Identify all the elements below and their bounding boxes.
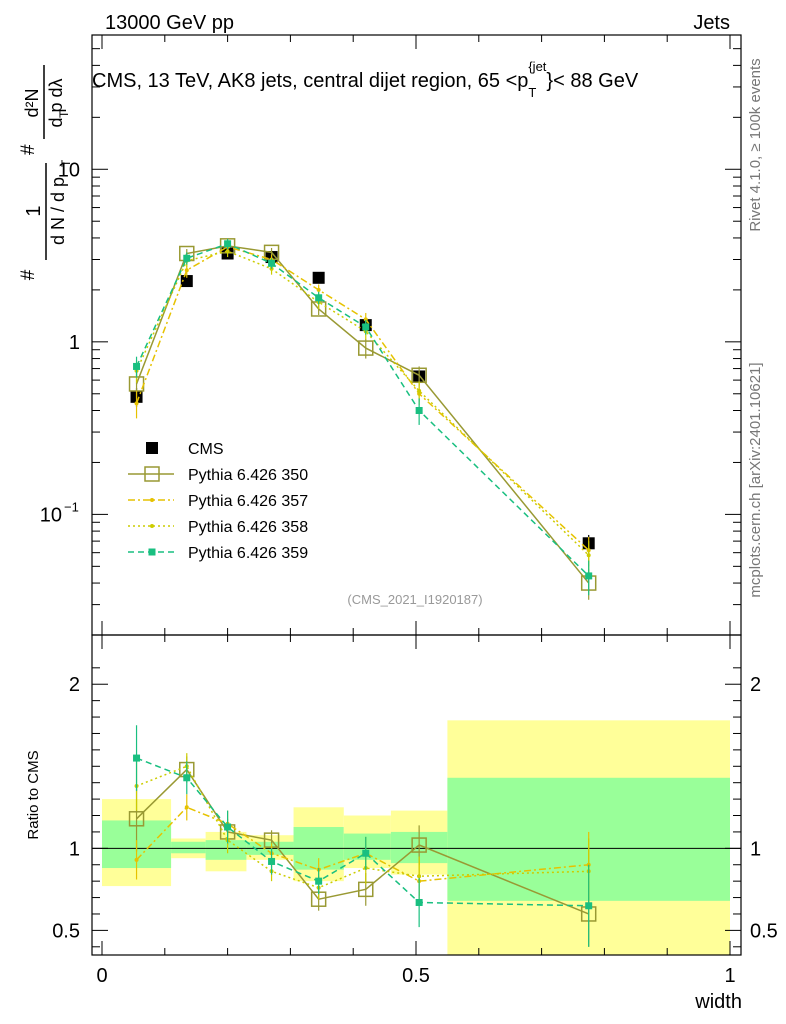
ratio-tick-label-right-2: 2 [750,674,761,696]
y-tick-label-1: 1 [69,332,80,354]
data-point [358,340,374,356]
svg-text:d²N: d²N [22,88,42,117]
ratio-line-0 [136,768,589,915]
legend-item-3: Pythia 6.426 358 [128,519,308,536]
analysis-watermark: (CMS_2021_I1920187) [347,592,482,607]
data-point [316,287,321,292]
data-point [225,249,230,254]
legend-label-1: Pythia 6.426 350 [188,467,308,484]
ratio-tick-label-right-0: 0.5 [750,920,778,942]
ratio-line-3 [136,757,589,907]
y-tick-label-2: 10 [58,159,80,181]
data-point [363,317,368,322]
data-point [586,553,591,558]
data-point [180,275,193,288]
y-axis-label: # 1 d N / d p T # d²N d p dλ T [18,65,73,280]
legend-label-3: Pythia 6.426 358 [188,519,308,536]
ratio-line-1 [135,806,589,882]
ratio-point [315,877,323,885]
data-point [268,259,276,267]
legend-item-2: Pythia 6.426 357 [128,493,308,510]
ratio-series-3 [133,725,593,947]
ratio-point [183,774,191,782]
ratio-point [411,837,427,853]
ratio-point [415,898,423,906]
legend: CMS Pythia 6.426 350 Pythia 6.426 357 Pythi… [128,441,308,562]
chart-title-tail: }< 88 GeV [546,70,638,92]
legend-marker-4 [148,548,156,556]
band-green-1 [171,841,206,854]
chart-title: CMS, 13 TeV, AK8 jets, central dijet reg… [92,59,639,100]
ratio-tick-label-left-1: 1 [69,838,80,860]
data-point [415,406,423,414]
data-point [133,362,141,370]
y-tick-label-0: 10 [40,504,62,526]
legend-marker-3 [150,524,154,528]
legend-label-0: CMS [188,441,224,458]
svg-text:#: # [18,144,39,155]
data-point [417,388,422,393]
rivet-label: Rivet 4.1.0, ≥ 100k events [747,58,764,231]
legend-item-1: Pythia 6.426 350 [128,466,308,484]
data-point [312,271,325,284]
x-tick-label-1: 0.5 [402,965,430,987]
ratio-point [133,754,141,762]
source-label: mcplots.cern.ch [arXiv:2401.10621] [747,362,764,597]
svg-text:d N / d p: d N / d p [48,177,68,245]
data-point [362,323,370,331]
ratio-tick-label-left-2: 2 [69,674,80,696]
data-point [134,401,139,406]
series-2 [134,241,591,567]
svg-text:1: 1 [23,205,45,216]
ratio-point [184,805,189,810]
ratio-point [224,823,232,831]
legend-marker-1 [144,466,160,482]
data-point [585,572,593,580]
legend-label-4: Pythia 6.426 359 [188,545,308,562]
svg-text:d p dλ: d p dλ [46,78,66,127]
ratio-axis-label: Ratio to CMS [25,750,42,839]
ratio-tick-label-right-1: 1 [750,838,761,860]
x-axis-label: width [694,991,742,1013]
ratio-point [268,857,276,865]
x-tick-label-0: 0 [96,965,107,987]
data-point [224,240,232,248]
ratio-point [128,811,145,827]
legend-item-4: Pythia 6.426 359 [128,545,308,562]
chart-title-sup: {jet [528,59,546,74]
y-tick-exponent-0: −1 [64,499,79,514]
band-green-2 [205,840,247,860]
chart-title-sub: T [528,85,536,100]
data-point [183,254,191,262]
ratio-point [362,849,370,857]
legend-item-0: CMS [146,441,224,458]
ratio-point [417,874,422,879]
svg-text:#: # [18,269,39,280]
ratio-point [585,902,593,910]
legend-marker-0 [146,442,158,454]
data-point [184,268,189,273]
legend-marker-2 [150,498,154,502]
ratio-panel-frame [91,634,742,956]
series-1 [128,238,597,600]
data-marks [128,238,597,947]
chart-title-main: CMS, 13 TeV, AK8 jets, central dijet reg… [92,70,528,92]
category-label: Jets [693,12,730,34]
ratio-point [134,857,139,862]
svg-text:T: T [57,110,71,118]
energy-label: 13000 GeV pp [105,12,234,34]
x-tick-label-2: 1 [724,965,735,987]
legend-label-2: Pythia 6.426 357 [188,493,308,510]
svg-text:T: T [59,159,73,167]
series-4 [133,238,593,596]
ratio-tick-label-left-0: 0.5 [52,920,80,942]
data-point [315,294,323,302]
